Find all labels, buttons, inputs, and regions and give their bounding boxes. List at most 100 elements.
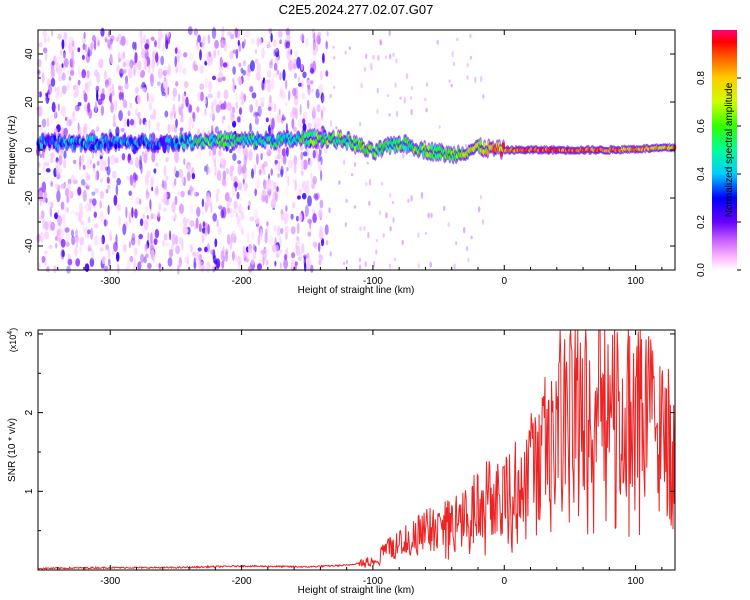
spectrogram-noise-cell: [311, 183, 316, 190]
spectrogram-noise-cell: [216, 170, 222, 182]
spectrogram-noise-cell: [207, 93, 213, 99]
spectrogram-noise-cell: [320, 92, 325, 104]
spectrogram-noise-cell: [238, 203, 243, 215]
spectrogram-noise-cell: [266, 221, 269, 227]
spectrogram-noise-cell: [169, 248, 173, 258]
spectrogram-noise-cell: [53, 265, 57, 274]
spectrogram-noise-cell: [253, 208, 258, 218]
spectrogram-noise-cell: [291, 252, 296, 259]
spectrogram-noise-cell: [218, 66, 224, 71]
spectrogram-noise-cell: [43, 191, 48, 200]
spectrogram-noise-cell: [309, 67, 314, 74]
spectrogram-noise-cell: [301, 92, 306, 100]
spectrogram-noise-cell: [155, 52, 159, 63]
spectrogram-noise-cell: [388, 263, 392, 269]
spectrogram-noise-cell: [100, 27, 105, 37]
spectrogram-noise-cell: [254, 112, 260, 117]
spectrogram-noise-cell: [137, 93, 141, 105]
spectrogram-noise-cell: [192, 251, 197, 257]
spectrogram-noise-cell: [278, 108, 281, 115]
spectrogram-noise-cell: [279, 72, 282, 81]
spectrogram-noise-cell: [134, 86, 139, 94]
spectrogram-noise-cell: [301, 192, 307, 200]
spectrogram-noise-cell: [214, 238, 218, 248]
spectrogram-noise-cell: [137, 111, 141, 119]
snr-series-line: [37, 329, 676, 570]
spectrogram-noise-cell: [107, 184, 111, 190]
spectrogram-noise-cell: [84, 82, 88, 91]
spectrogram-noise-cell: [482, 94, 485, 99]
spectrogram-noise-cell: [256, 37, 260, 47]
spectrogram-noise-cell: [164, 69, 169, 75]
spectrogram-noise-cell: [93, 39, 97, 51]
spectrogram-noise-cell: [260, 249, 265, 255]
spectrogram-noise-cell: [150, 232, 153, 244]
spectrogram-noise-cell: [198, 223, 202, 233]
figure-title: C2E5.2024.277.02.07.G07: [278, 2, 434, 17]
spectrogram-noise-cell: [76, 242, 79, 248]
spectrogram-noise-cell: [292, 87, 297, 97]
spectrogram-noise-cell: [265, 117, 269, 123]
spectrogram-noise-cell: [81, 54, 85, 61]
spectrogram-noise-cell: [221, 26, 225, 38]
spectrogram-noise-cell: [74, 246, 78, 257]
spectrogram-noise-cell: [344, 50, 347, 55]
spectrogram-noise-cell: [243, 38, 247, 46]
spectrogram-noise-cell: [438, 125, 441, 129]
spectrogram-noise-cell: [300, 63, 304, 71]
spectrogram-noise-cell: [87, 229, 91, 235]
spectrogram-noise-cell: [240, 211, 245, 221]
spectrogram-noise-cell: [207, 166, 211, 174]
spectrogram-noise-cell: [326, 31, 329, 37]
spectrogram-noise-cell: [225, 167, 230, 175]
spectrogram-noise-cell: [310, 172, 313, 180]
spectrogram-noise-cell: [182, 67, 187, 75]
spectrogram-noise-cell: [333, 56, 336, 60]
spectrogram-noise-cell: [279, 35, 282, 44]
spectrogram-noise-cell: [71, 235, 76, 246]
spectrogram-noise-cell: [56, 61, 60, 70]
y-tick-label: 0: [24, 147, 35, 153]
spectrogram-noise-cell: [204, 228, 208, 237]
spectrogram-noise-cell: [284, 253, 288, 261]
spectrogram-noise-cell: [249, 104, 254, 113]
spectrogram-noise-cell: [152, 50, 156, 60]
spectrogram-noise-cell: [62, 52, 66, 60]
spectrogram-noise-cell: [232, 49, 237, 54]
spectrogram-noise-cell: [56, 86, 60, 97]
spectrogram-noise-cell: [60, 201, 65, 210]
spectrogram-noise-cell: [158, 262, 161, 269]
spectrogram-noise-cell: [85, 202, 90, 212]
spectrogram-noise-cell: [39, 232, 44, 243]
spectrogram-noise-cell: [155, 263, 158, 268]
spectrogram-noise-cell: [427, 212, 430, 219]
spectrogram-noise-cell: [40, 212, 43, 219]
spectrogram-noise-cell: [297, 119, 302, 129]
spectrogram-noise-cell: [325, 70, 329, 77]
spectrogram-noise-cell: [220, 103, 226, 110]
spectrogram-noise-cell: [228, 200, 232, 207]
spectrogram-noise-cell: [121, 153, 126, 161]
spectrogram-noise-cell: [261, 47, 265, 60]
spectrogram-noise-cell: [227, 124, 230, 131]
spectrogram-noise-cell: [249, 122, 252, 133]
spectrogram-noise-cell: [294, 260, 297, 271]
spectrogram-noise-cell: [238, 62, 242, 67]
spectrogram-noise-cell: [260, 96, 265, 103]
spectrogram-noise-cell: [292, 107, 297, 116]
spectrogram-noise-cell: [248, 248, 253, 254]
spectrogram-noise-cell: [57, 215, 62, 227]
spectrogram-noise-cell: [232, 81, 236, 93]
spectrogram-noise-cell: [199, 49, 202, 61]
spectrogram-noise-cell: [38, 42, 43, 48]
spectrogram-noise-cell: [82, 43, 86, 51]
spectrogram-noise-cell: [70, 118, 74, 124]
spectrogram-noise-cell: [242, 164, 247, 175]
spectrogram-noise-cell: [42, 218, 46, 230]
spectrogram-noise-cell: [40, 210, 45, 219]
spectrogram-noise-cell: [364, 261, 367, 268]
spectrogram-noise-cell: [463, 226, 466, 234]
spectrogram-ridge-cell: [182, 143, 186, 149]
spectrogram-noise-cell: [276, 186, 279, 192]
spectrogram-noise-cell: [257, 105, 262, 118]
